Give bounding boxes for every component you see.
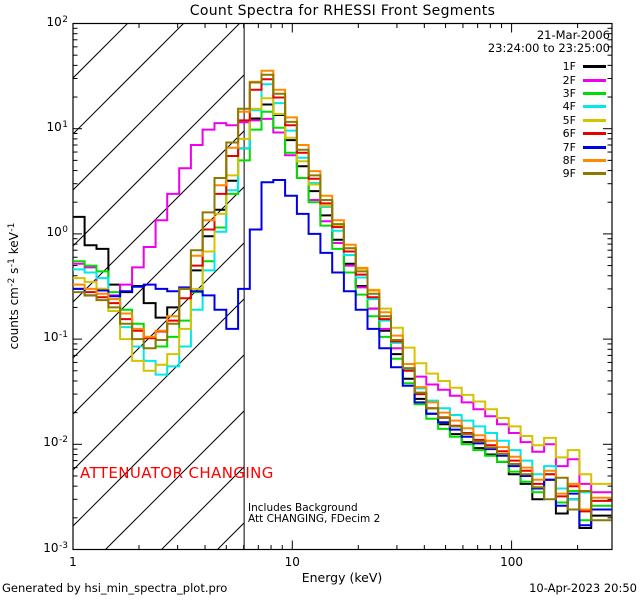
- legend-color-swatch: [583, 65, 606, 69]
- x-axis-label: Energy (keV): [301, 570, 383, 585]
- legend-label: 9F: [562, 167, 576, 181]
- observation-date: 21-Mar-2006: [536, 28, 610, 42]
- y-tick-label: 102: [46, 14, 68, 29]
- legend: 1F 2F 3F 4F 5F 6F 7F 8F 9F: [552, 60, 606, 181]
- y-axis-label: counts cm-2 s-1 keV-1: [7, 176, 21, 396]
- legend-item-2F: 2F: [552, 73, 606, 86]
- legend-label: 1F: [562, 60, 576, 74]
- y-tick-label: 10-2: [43, 435, 68, 450]
- legend-color-swatch: [583, 105, 606, 109]
- y-axis-label-part: -1: [7, 258, 17, 268]
- y-axis-label-part: -2: [7, 277, 17, 287]
- x-tick-label: 10: [284, 555, 300, 569]
- legend-item-5F: 5F: [552, 114, 606, 127]
- legend-label: 2F: [562, 73, 576, 87]
- y-axis-label-part: counts cm: [7, 287, 21, 350]
- attenuator-changing-label: ATTENUATOR CHANGING: [80, 464, 274, 482]
- legend-color-swatch: [583, 132, 606, 136]
- legend-label: 7F: [562, 140, 576, 154]
- legend-color-swatch: [583, 145, 606, 149]
- series-5F-curve: [73, 97, 612, 485]
- observation-time-range: 23:24:00 to 23:25:00: [487, 40, 610, 55]
- series-4F-curve: [73, 83, 612, 511]
- series-6F-curve: [73, 78, 612, 513]
- y-tick-label: 100: [46, 224, 68, 239]
- legend-label: 5F: [562, 113, 576, 127]
- plot-frame: [72, 22, 613, 551]
- x-tick-label: 1: [69, 555, 77, 569]
- series-2F-curve: [73, 117, 612, 494]
- series-3F-curve: [73, 110, 612, 522]
- series-9F-curve: [73, 73, 612, 522]
- includes-background-label: Includes Background: [248, 502, 358, 514]
- legend-item-3F: 3F: [552, 87, 606, 100]
- page-title: Count Spectra for RHESSI Front Segments: [189, 3, 496, 19]
- legend-color-swatch: [583, 118, 606, 122]
- generator-credit: Generated by hsi_min_spectra_plot.pro: [2, 581, 228, 595]
- legend-item-8F: 8F: [552, 154, 606, 167]
- legend-color-swatch: [583, 78, 606, 82]
- render-timestamp: 10-Apr-2023 20:50: [529, 581, 637, 595]
- x-tick-label: 100: [500, 555, 524, 569]
- axis-ticks: [72, 23, 612, 550]
- legend-label: 4F: [562, 100, 576, 114]
- legend-label: 3F: [562, 86, 576, 100]
- legend-color-swatch: [583, 91, 606, 95]
- series-8F-curve: [73, 69, 612, 511]
- y-axis-label-part: keV: [7, 232, 21, 259]
- series-1F-curve: [73, 103, 612, 529]
- legend-item-4F: 4F: [552, 100, 606, 113]
- y-tick-label: 10-3: [43, 540, 68, 555]
- legend-item-7F: 7F: [552, 140, 606, 153]
- att-mode-label: Att CHANGING, FDecim 2: [248, 512, 381, 525]
- legend-color-swatch: [583, 172, 606, 176]
- legend-label: 8F: [562, 153, 576, 167]
- legend-color-swatch: [583, 158, 606, 162]
- legend-item-6F: 6F: [552, 127, 606, 140]
- legend-item-1F: 1F: [552, 60, 606, 73]
- y-tick-label: 101: [46, 119, 68, 134]
- y-tick-label: 10-1: [43, 330, 68, 345]
- y-axis-label-part: s: [7, 267, 21, 278]
- observation-time: 21-Mar-2006 23:24:00 to 23:25:00: [488, 29, 610, 54]
- series-7F-curve: [73, 179, 612, 527]
- y-axis-label-part: -1: [7, 222, 17, 232]
- legend-label: 6F: [562, 127, 576, 141]
- legend-item-9F: 9F: [552, 167, 606, 180]
